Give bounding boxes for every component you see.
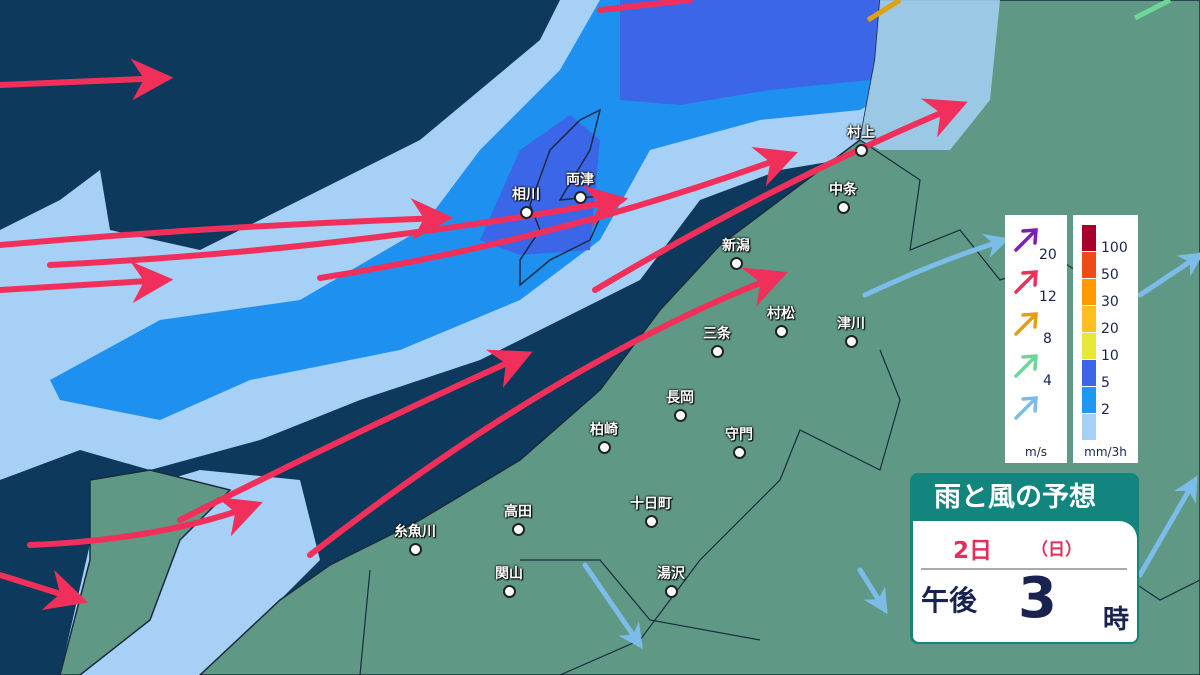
wind-arrow-icon <box>1014 270 1038 294</box>
city-name: 村上 <box>847 125 875 141</box>
city-name: 津川 <box>837 316 865 332</box>
forecast-title-box: 雨と風の予想 2日 （日） 午後 3 時 <box>910 473 1139 644</box>
city-dot <box>854 144 868 157</box>
city-marker: 中条 <box>829 179 857 214</box>
title: 雨と風の予想 <box>934 482 1096 513</box>
rain-legend-swatch <box>1082 360 1096 386</box>
wind-arrow-icon <box>1014 396 1038 420</box>
city-dot <box>644 515 658 528</box>
city-marker: 長岡 <box>666 387 694 422</box>
city-name: 関山 <box>495 566 523 582</box>
city-name: 高田 <box>504 504 532 520</box>
city-marker: 湯沢 <box>657 563 685 598</box>
prefecture-borders <box>359 139 1200 675</box>
rain-legend-value: 2 <box>1101 402 1110 418</box>
city-marker: 関山 <box>495 563 523 598</box>
city-marker: 高田 <box>504 501 532 536</box>
ampm: 午後 <box>921 584 978 617</box>
rain-area-heavy <box>620 0 960 105</box>
wind-arrow-8ms <box>1133 0 1172 21</box>
city-name: 十日町 <box>630 496 672 512</box>
city-name: 相川 <box>512 187 540 203</box>
city-dot <box>844 335 858 348</box>
wind-arrow-icon <box>1014 354 1038 378</box>
city-name: 新潟 <box>722 238 750 254</box>
city-dot <box>573 191 587 204</box>
city-marker: 十日町 <box>630 493 672 528</box>
wind-legend-value: 4 <box>1043 373 1052 389</box>
time-card: 2日 （日） 午後 3 時 <box>913 521 1137 642</box>
city-marker: 相川 <box>512 184 540 219</box>
wind-unit: m/s <box>1025 445 1047 459</box>
wind-arrow-8ms-yellow <box>866 0 902 23</box>
date: 2日 <box>953 538 993 564</box>
city-dot <box>519 206 533 219</box>
city-dot <box>710 345 724 358</box>
rain-legend-value: 10 <box>1101 348 1119 364</box>
city-name: 湯沢 <box>657 566 685 582</box>
city-name: 長岡 <box>666 390 694 406</box>
city-marker: 柏崎 <box>590 419 618 454</box>
city-dot <box>732 446 746 459</box>
rain-legend-value: 5 <box>1101 375 1110 391</box>
wind-arrows-12ms <box>0 0 968 611</box>
rain-unit: mm/3h <box>1084 445 1127 459</box>
city-dot <box>597 441 611 454</box>
city-dot <box>664 585 678 598</box>
city-dot <box>774 325 788 338</box>
city-marker: 新潟 <box>722 235 750 270</box>
city-dot <box>502 585 516 598</box>
wind-arrow-icon <box>1014 312 1038 336</box>
hour-unit: 時 <box>1103 605 1130 635</box>
city-dot <box>729 257 743 270</box>
rain-legend-value: 100 <box>1101 240 1128 256</box>
wind-legend-value: 8 <box>1043 331 1052 347</box>
city-marker: 守門 <box>725 424 753 459</box>
city-name: 守門 <box>725 427 753 443</box>
wind-legend-value: 20 <box>1039 247 1057 263</box>
city-marker: 糸魚川 <box>394 521 436 556</box>
wind-arrow-icon <box>1014 228 1038 252</box>
rain-legend-value: 20 <box>1101 321 1119 337</box>
city-name: 糸魚川 <box>394 524 436 540</box>
rain-legend: 100 50 30 20 10 5 2 mm/3h <box>1073 215 1138 463</box>
city-name: 柏崎 <box>590 422 618 438</box>
hour: 3 <box>1018 566 1057 631</box>
city-marker: 津川 <box>837 313 865 348</box>
city-marker: 両津 <box>566 169 594 204</box>
wind-legend-value: 12 <box>1039 289 1057 305</box>
city-name: 中条 <box>829 182 857 198</box>
rain-legend-swatch <box>1082 252 1096 278</box>
city-dot <box>408 543 422 556</box>
city-name: 両津 <box>566 172 594 188</box>
wind-arrows-4ms <box>582 233 1200 650</box>
rain-legend-swatch <box>1082 279 1096 305</box>
rain-legend-value: 30 <box>1101 294 1119 310</box>
sado-island <box>519 108 612 287</box>
city-name: 三条 <box>703 326 731 342</box>
city-dot <box>836 201 850 214</box>
rain-legend-swatch <box>1082 225 1096 251</box>
city-marker: 村松 <box>767 303 795 338</box>
city-dot <box>511 523 525 536</box>
rain-legend-swatch <box>1082 387 1096 413</box>
divider <box>921 568 1127 570</box>
city-dot <box>673 409 687 422</box>
city-marker: 三条 <box>703 323 731 358</box>
rain-legend-swatch <box>1082 306 1096 332</box>
wind-legend: 20 12 8 4 m/s <box>1005 215 1067 463</box>
city-marker: 村上 <box>847 122 875 157</box>
rain-legend-swatch <box>1082 414 1096 440</box>
rain-legend-value: 50 <box>1101 267 1119 283</box>
day-of-week: （日） <box>1031 540 1082 560</box>
city-name: 村松 <box>767 306 795 322</box>
rain-legend-swatch <box>1082 333 1096 359</box>
